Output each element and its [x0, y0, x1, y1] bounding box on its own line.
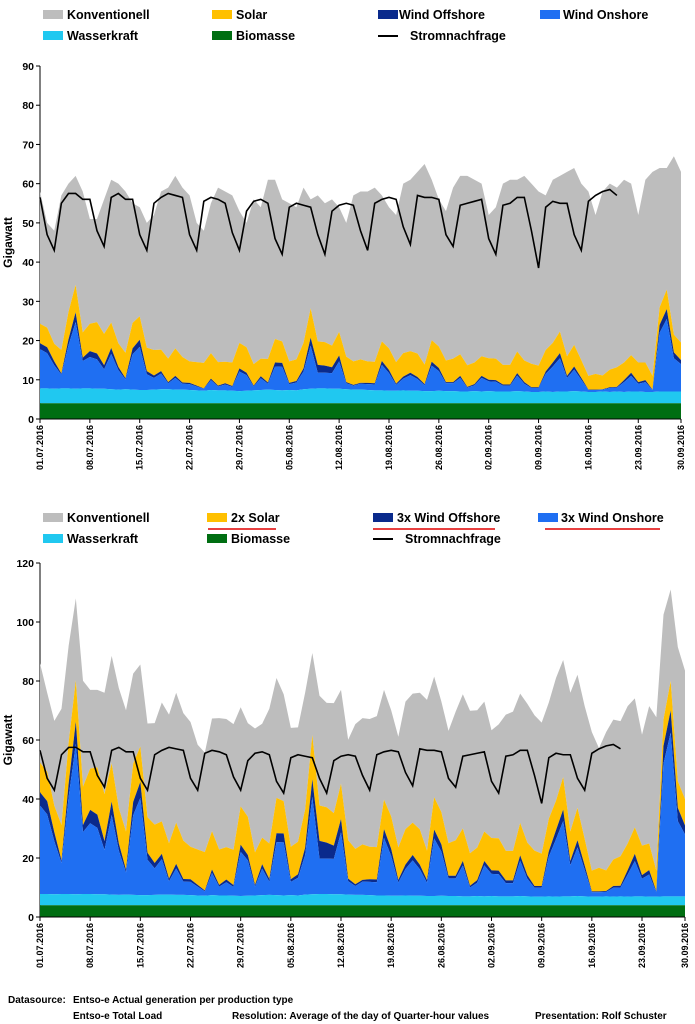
legend-label-solar: Solar — [236, 8, 267, 22]
x-tick-label: 23.09.2016 — [633, 425, 643, 470]
x-tick-label: 19.08.2016 — [384, 425, 394, 470]
x-tick-label: 30.09.2016 — [680, 923, 690, 968]
legend2-swatch-wind-offshore — [373, 513, 393, 522]
footer-datasource-2: Entso-e Total Load — [73, 1011, 162, 1022]
y-tick-label: 80 — [22, 100, 34, 112]
footer: Datasource: Entso-e Actual generation pe… — [8, 995, 667, 1022]
x-tick-label: 29.07.2016 — [234, 425, 244, 470]
legend-swatch-solar — [212, 10, 232, 19]
x-tick-label: 05.08.2016 — [286, 923, 296, 968]
footer-resolution: Resolution: Average of the day of Quarte… — [232, 1011, 490, 1022]
x-tick-label: 01.07.2016 — [35, 425, 45, 470]
legend-swatch-konventionell — [43, 10, 63, 19]
legend2-swatch-biomasse — [207, 534, 227, 543]
x-tick-label: 01.07.2016 — [35, 923, 45, 968]
x-tick-label: 05.08.2016 — [284, 425, 294, 470]
legend-swatch-wasserkraft — [43, 31, 63, 40]
y-tick-label: 90 — [22, 61, 34, 73]
legend2-label-3x-wind-offshore: 3x Wind Offshore — [397, 511, 500, 525]
legend2-label-biomasse: Biomasse — [231, 532, 290, 546]
line-stromnachfrage — [39, 188, 618, 269]
legend2-label-wasserkraft: Wasserkraft — [67, 532, 139, 546]
legend2-swatch-solar — [207, 513, 227, 522]
area-konventionell — [40, 589, 685, 871]
y-tick-label: 80 — [22, 676, 34, 688]
x-tick-label: 09.09.2016 — [537, 923, 547, 968]
x-tick-label: 29.07.2016 — [236, 923, 246, 968]
legend-top: Konventionell Solar Wind Offshore Wind O… — [43, 8, 648, 43]
y-tick-label: 120 — [16, 558, 34, 570]
x-tick-label: 12.08.2016 — [334, 425, 344, 470]
legend-label-konventionell: Konventionell — [67, 8, 150, 22]
y-axis-label: Gigawatt — [1, 715, 15, 766]
x-tick-label: 22.07.2016 — [185, 425, 195, 470]
x-tick-label: 19.08.2016 — [386, 923, 396, 968]
area-biomasse — [40, 403, 681, 419]
y-tick-label: 20 — [22, 336, 34, 348]
legend-label-wasserkraft: Wasserkraft — [67, 29, 139, 43]
x-tick-label: 16.09.2016 — [583, 425, 593, 470]
footer-datasource-label: Datasource: — [8, 995, 66, 1006]
x-tick-label: 02.09.2016 — [487, 923, 497, 968]
y-tick-label: 0 — [28, 912, 34, 924]
y-tick-label: 70 — [22, 139, 34, 151]
legend2-swatch-wind-onshore — [538, 513, 558, 522]
x-tick-label: 26.08.2016 — [436, 923, 446, 968]
y-axis-label: Gigawatt — [1, 217, 15, 268]
chart-bottom: 0 20 40 60 80 100 120 01.07.2016 08.07.2016 15.07… — [1, 558, 690, 968]
legend2-swatch-konventionell — [43, 513, 63, 522]
footer-presentation: Presentation: Rolf Schuster — [535, 1011, 667, 1022]
y-tick-label: 0 — [28, 414, 34, 426]
area-solar — [40, 680, 685, 892]
legend2-label-konventionell: Konventionell — [67, 511, 150, 525]
x-tick-label: 12.08.2016 — [336, 923, 346, 968]
legend-swatch-biomasse — [212, 31, 232, 40]
y-tick-label: 40 — [22, 794, 34, 806]
y-tick-label: 60 — [22, 735, 34, 747]
y-tick-label: 20 — [22, 853, 34, 865]
legend2-label-2x-solar: 2x Solar — [231, 511, 280, 525]
x-tick-label: 09.09.2016 — [534, 425, 544, 470]
legend-swatch-wind-onshore — [540, 10, 560, 19]
x-tick-label: 02.09.2016 — [484, 425, 494, 470]
area-wind-onshore — [40, 318, 681, 392]
x-tick-label: 08.07.2016 — [85, 425, 95, 470]
y-tick-label: 40 — [22, 257, 34, 269]
area-wasserkraft — [40, 388, 681, 404]
x-tick-label: 22.07.2016 — [186, 923, 196, 968]
y-tick-label: 30 — [22, 296, 34, 308]
y-tick-label: 60 — [22, 179, 34, 191]
area-wind-onshore — [40, 732, 685, 897]
legend-label-biomasse: Biomasse — [236, 29, 295, 43]
chart-top: 0 10 20 30 40 50 60 70 80 90 01.07.2016 08.07.2016 1… — [1, 61, 686, 470]
x-tick-label: 26.08.2016 — [434, 425, 444, 470]
legend2-label-3x-wind-onshore: 3x Wind Onshore — [561, 511, 664, 525]
line-stromnachfrage — [39, 743, 621, 804]
legend-label-wind-onshore: Wind Onshore — [563, 8, 648, 22]
x-tick-label: 16.09.2016 — [587, 923, 597, 968]
y-tick-label: 100 — [16, 617, 34, 629]
legend-label-wind-offshore: Wind Offshore — [399, 8, 485, 22]
y-tick-label: 10 — [22, 375, 34, 387]
x-tick-label: 08.07.2016 — [85, 923, 95, 968]
x-tick-label: 15.07.2016 — [135, 425, 145, 470]
legend2-label-stromnachfrage: Stromnachfrage — [405, 532, 501, 546]
legend-label-stromnachfrage: Stromnachfrage — [410, 29, 506, 43]
area-wasserkraft — [40, 893, 685, 906]
x-tick-label: 30.09.2016 — [676, 425, 686, 470]
x-tick-label: 23.09.2016 — [637, 923, 647, 968]
y-tick-label: 50 — [22, 218, 34, 230]
legend-bottom: Konventionell 2x Solar 3x Wind Offshore … — [43, 511, 664, 546]
footer-datasource-1: Entso-e Actual generation per production… — [73, 995, 294, 1006]
area-solar — [40, 284, 681, 390]
area-konventionell — [40, 156, 681, 376]
area-biomasse — [40, 905, 685, 917]
legend-swatch-wind-offshore — [378, 10, 398, 19]
legend2-swatch-wasserkraft — [43, 534, 63, 543]
x-tick-label: 15.07.2016 — [135, 923, 145, 968]
